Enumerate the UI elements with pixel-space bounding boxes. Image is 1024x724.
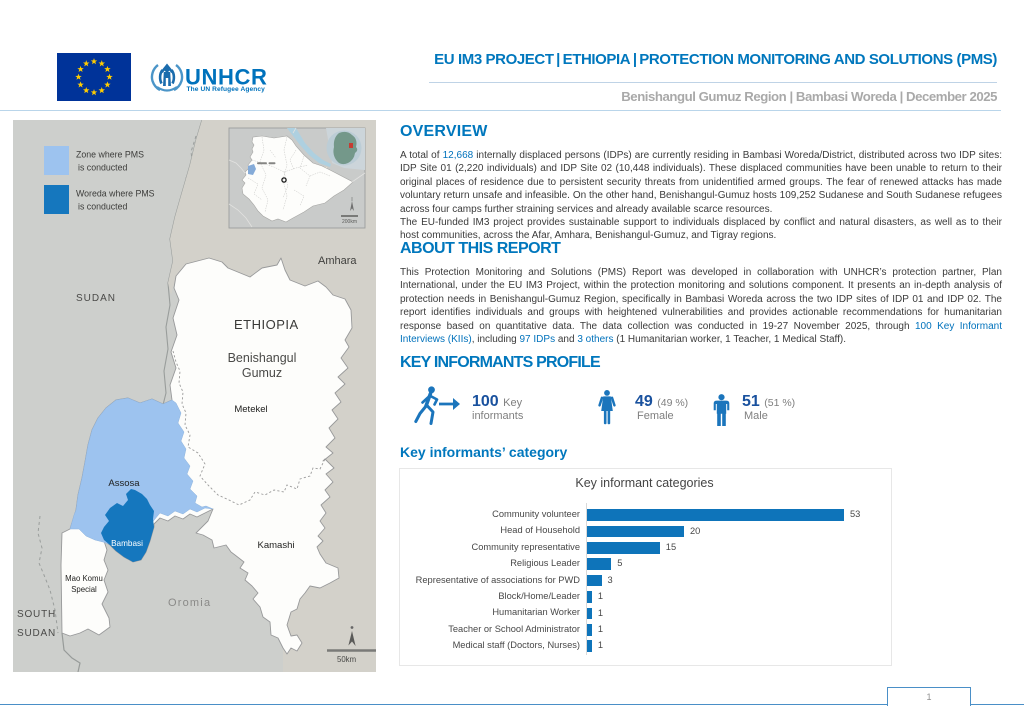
svg-text:Amhara: Amhara — [318, 255, 357, 267]
svg-text:Special: Special — [71, 585, 97, 594]
svg-text:The UN Refugee Agency: The UN Refugee Agency — [187, 86, 266, 93]
svg-text:Assosa: Assosa — [108, 478, 140, 489]
svg-text:Kamashi: Kamashi — [258, 540, 295, 551]
svg-text:Gumuz: Gumuz — [242, 366, 282, 380]
svg-text:SUDAN: SUDAN — [76, 293, 116, 304]
svg-text:is conducted: is conducted — [78, 202, 127, 212]
svg-text:50km: 50km — [337, 655, 356, 664]
svg-text:Benishangul: Benishangul — [228, 351, 297, 365]
svg-text:Woreda where PMS: Woreda where PMS — [76, 189, 155, 199]
svg-text:ETHIOPIA: ETHIOPIA — [234, 317, 299, 332]
svg-text:Mao Komu: Mao Komu — [65, 574, 103, 583]
svg-text:Metekel: Metekel — [234, 404, 267, 415]
svg-text:Oromia: Oromia — [168, 597, 211, 609]
svg-text:is conducted: is conducted — [78, 163, 127, 173]
svg-text:200km: 200km — [342, 219, 357, 225]
svg-text:Zone where PMS: Zone where PMS — [76, 150, 144, 160]
svg-text:SOUTH: SOUTH — [17, 609, 56, 620]
svg-text:SUDAN: SUDAN — [17, 628, 56, 639]
svg-text:UNHCR: UNHCR — [185, 65, 267, 90]
svg-text:Bambasi: Bambasi — [111, 539, 143, 548]
